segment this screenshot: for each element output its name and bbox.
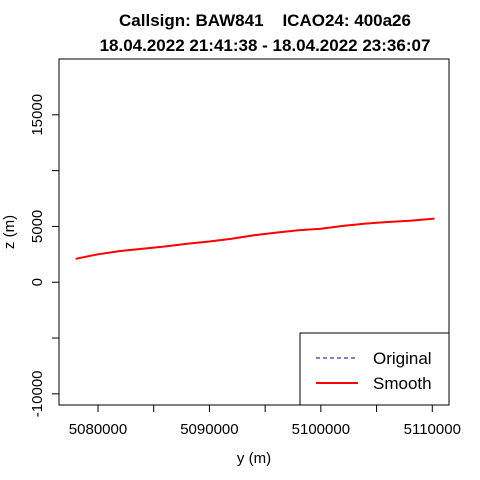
y-tick-label: 0 (29, 278, 46, 286)
legend-box (299, 332, 450, 406)
y-tick-label: -10000 (29, 370, 46, 417)
series-line-smooth (75, 217, 435, 260)
chart-subtitle: 18.04.2022 21:41:38 - 18.04.2022 23:36:0… (100, 36, 431, 55)
y-tick-label: 5000 (29, 210, 46, 243)
chart-title: Callsign: BAW841 ICAO24: 400a26 (119, 11, 411, 30)
legend-label-smooth: Smooth (373, 374, 432, 393)
x-tick-label: 5100000 (292, 421, 350, 438)
y-axis: -10000 0 5000 15000 (29, 94, 60, 417)
x-tick-label: 5090000 (180, 421, 238, 438)
x-axis: 5080000 5090000 5100000 5110000 (69, 404, 461, 438)
legend-label-original: Original (373, 349, 432, 368)
x-axis-label: y (m) (237, 450, 271, 467)
y-axis-label: z (m) (1, 215, 18, 249)
x-tick-label: 5110000 (404, 421, 461, 438)
series-layer (75, 217, 435, 260)
y-tick-label: 15000 (29, 94, 46, 136)
legend: Original Smooth (299, 332, 450, 406)
series-line-original (75, 218, 435, 260)
x-tick-label: 5080000 (69, 421, 127, 438)
